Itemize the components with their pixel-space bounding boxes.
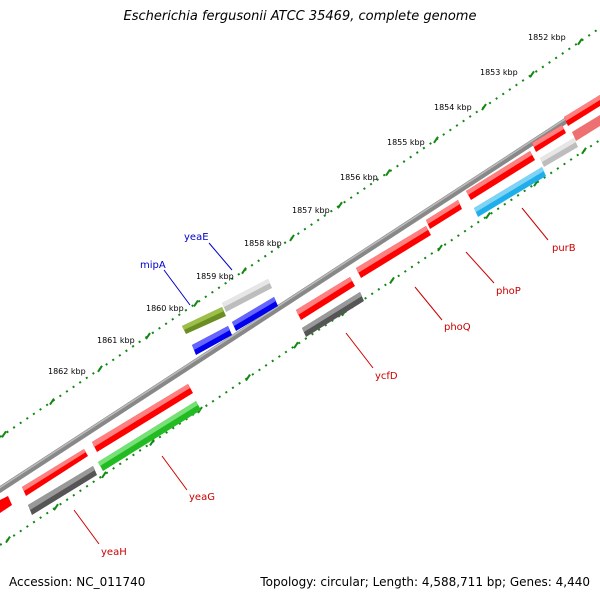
ruler-tick — [49, 397, 55, 406]
gene-feature-ycfD[interactable] — [302, 292, 364, 337]
gene-feature-red[interactable] — [296, 277, 355, 320]
ruler-tick — [433, 136, 439, 144]
ruler-tick — [337, 201, 343, 209]
gene-feature-pink[interactable] — [572, 115, 600, 141]
gene-feature-purB[interactable] — [474, 167, 546, 217]
ruler-tick-label: 1860 kbp — [146, 304, 184, 313]
ruler-tick — [481, 103, 487, 111]
gene-label-purB[interactable]: purB — [552, 243, 576, 254]
ruler-tick-label: 1855 kbp — [387, 138, 425, 147]
ruler-tick — [97, 365, 103, 373]
gene-feature-red[interactable] — [466, 151, 535, 200]
ruler-tick-label: 1857 kbp — [292, 206, 330, 215]
outer-ruler — [0, 27, 600, 438]
gene-label-phoQ[interactable]: phoQ — [444, 322, 471, 333]
reverse-strand-genes — [0, 115, 600, 515]
gene-feature-blue[interactable] — [192, 326, 232, 355]
label-leaders — [73, 207, 549, 545]
gene-label-yeaE[interactable]: yeaE — [184, 232, 209, 243]
ruler-tick — [485, 212, 491, 220]
ruler-tick-label: 1854 kbp — [434, 103, 472, 112]
ruler-tick — [5, 536, 11, 544]
gene-feature-red[interactable] — [22, 449, 88, 496]
gene-label-yeaG[interactable]: yeaG — [189, 492, 215, 503]
ruler-tick — [53, 503, 59, 511]
gene-label-ycfD[interactable]: ycfD — [375, 371, 398, 382]
gene-label-yeaH[interactable]: yeaH — [101, 547, 127, 558]
gene-label-phoP[interactable]: phoP — [496, 286, 521, 297]
gene-feature-red[interactable] — [532, 125, 566, 152]
forward-strand-genes — [22, 95, 600, 496]
accession-text: Accession: NC_011740 — [9, 575, 146, 589]
ruler-tick — [145, 332, 151, 340]
ruler-tick — [389, 276, 395, 284]
ruler-tick — [577, 38, 583, 46]
genome-summary-text: Topology: circular; Length: 4,588,711 bp… — [260, 575, 590, 589]
ruler-tick — [245, 374, 251, 382]
ruler-tick-label: 1852 kbp — [528, 33, 566, 42]
map-title: Escherichia fergusonii ATCC 35469, compl… — [123, 9, 477, 24]
ruler-tick — [581, 147, 587, 155]
gene-feature-yeaH[interactable] — [28, 466, 97, 515]
gene-feature-red[interactable] — [0, 496, 12, 513]
ruler-tick — [437, 244, 443, 252]
gene-feature-grey[interactable] — [540, 138, 578, 167]
ruler-tick — [241, 267, 247, 275]
ruler-tick-label: 1856 kbp — [340, 173, 378, 182]
inner-ruler — [0, 139, 600, 546]
gene-label-mipA[interactable]: mipA — [140, 260, 166, 271]
ruler-tick — [101, 471, 107, 479]
ruler-tick — [385, 168, 391, 177]
gene-feature-blue[interactable] — [232, 297, 278, 331]
ruler-tick-label: 1859 kbp — [196, 272, 234, 281]
ruler-tick-label: 1861 kbp — [97, 336, 135, 345]
gene-feature-red[interactable] — [92, 384, 193, 452]
ruler-tick — [1, 430, 7, 438]
ruler-tick-label: 1853 kbp — [480, 68, 518, 77]
ruler-tick — [293, 341, 299, 349]
gene-feature-red[interactable] — [564, 95, 600, 126]
ruler-tick-label: 1858 kbp — [244, 239, 282, 248]
ruler-tick — [193, 299, 199, 307]
ruler-labels: 1852 kbp 1853 kbp 1854 kbp 1855 kbp 1856 kbp… — [48, 33, 566, 376]
ruler-tick — [529, 70, 535, 78]
gene-feature-red[interactable] — [426, 200, 462, 229]
gene-labels: yeaE mipA purB phoP phoQ ycfD yeaG yeaH — [101, 232, 576, 558]
ruler-tick-label: 1862 kbp — [48, 367, 86, 376]
genome-backbone — [0, 94, 600, 494]
gene-feature-yeaG[interactable] — [98, 401, 201, 471]
ruler-tick — [149, 438, 155, 446]
ruler-tick — [289, 234, 295, 242]
gene-feature-red[interactable] — [356, 226, 431, 278]
gene-feature-mipA[interactable] — [182, 307, 226, 334]
gene-feature-yeaE[interactable] — [222, 279, 272, 312]
